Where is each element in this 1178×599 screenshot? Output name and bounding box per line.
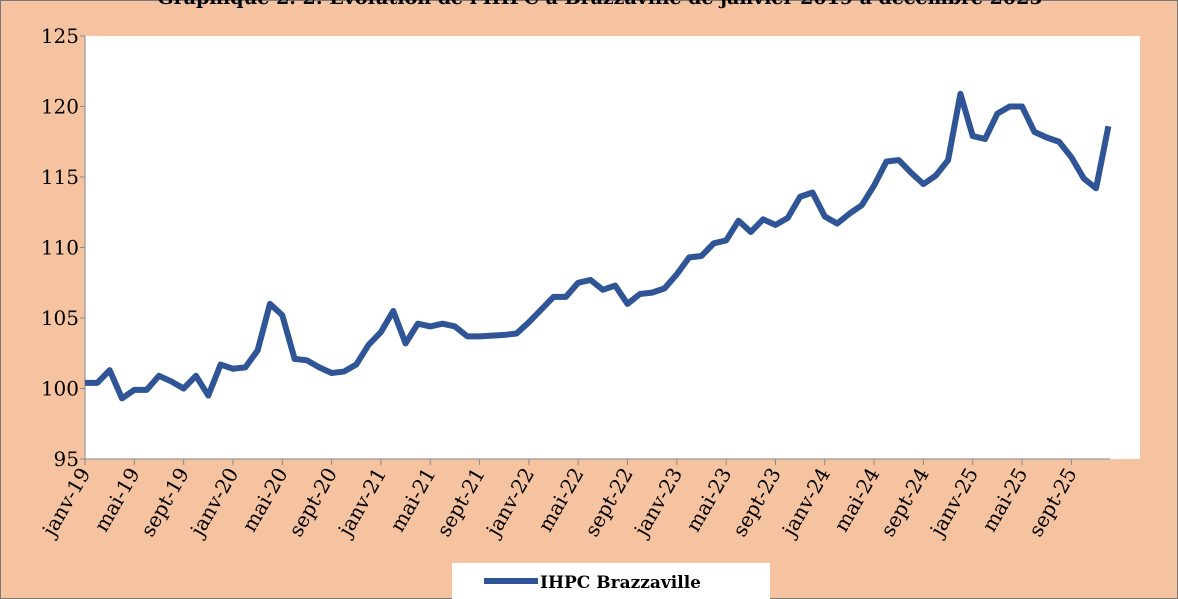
y-tick-label: 100 [41,377,79,401]
data-line [85,90,1112,402]
plot-area [85,36,1140,459]
y-tick-label: 110 [41,236,79,260]
chart-title: Graphique 2. 2: Evolution de l'IHPC à Br… [157,0,1042,9]
y-tick-label: 95 [54,447,79,471]
y-tick-label: 105 [41,306,79,330]
legend-text: IHPC Brazzaville [540,573,701,593]
y-tick-label: 125 [41,24,79,48]
y-tick-label: 115 [41,165,79,189]
y-tick-label: 120 [41,95,79,119]
